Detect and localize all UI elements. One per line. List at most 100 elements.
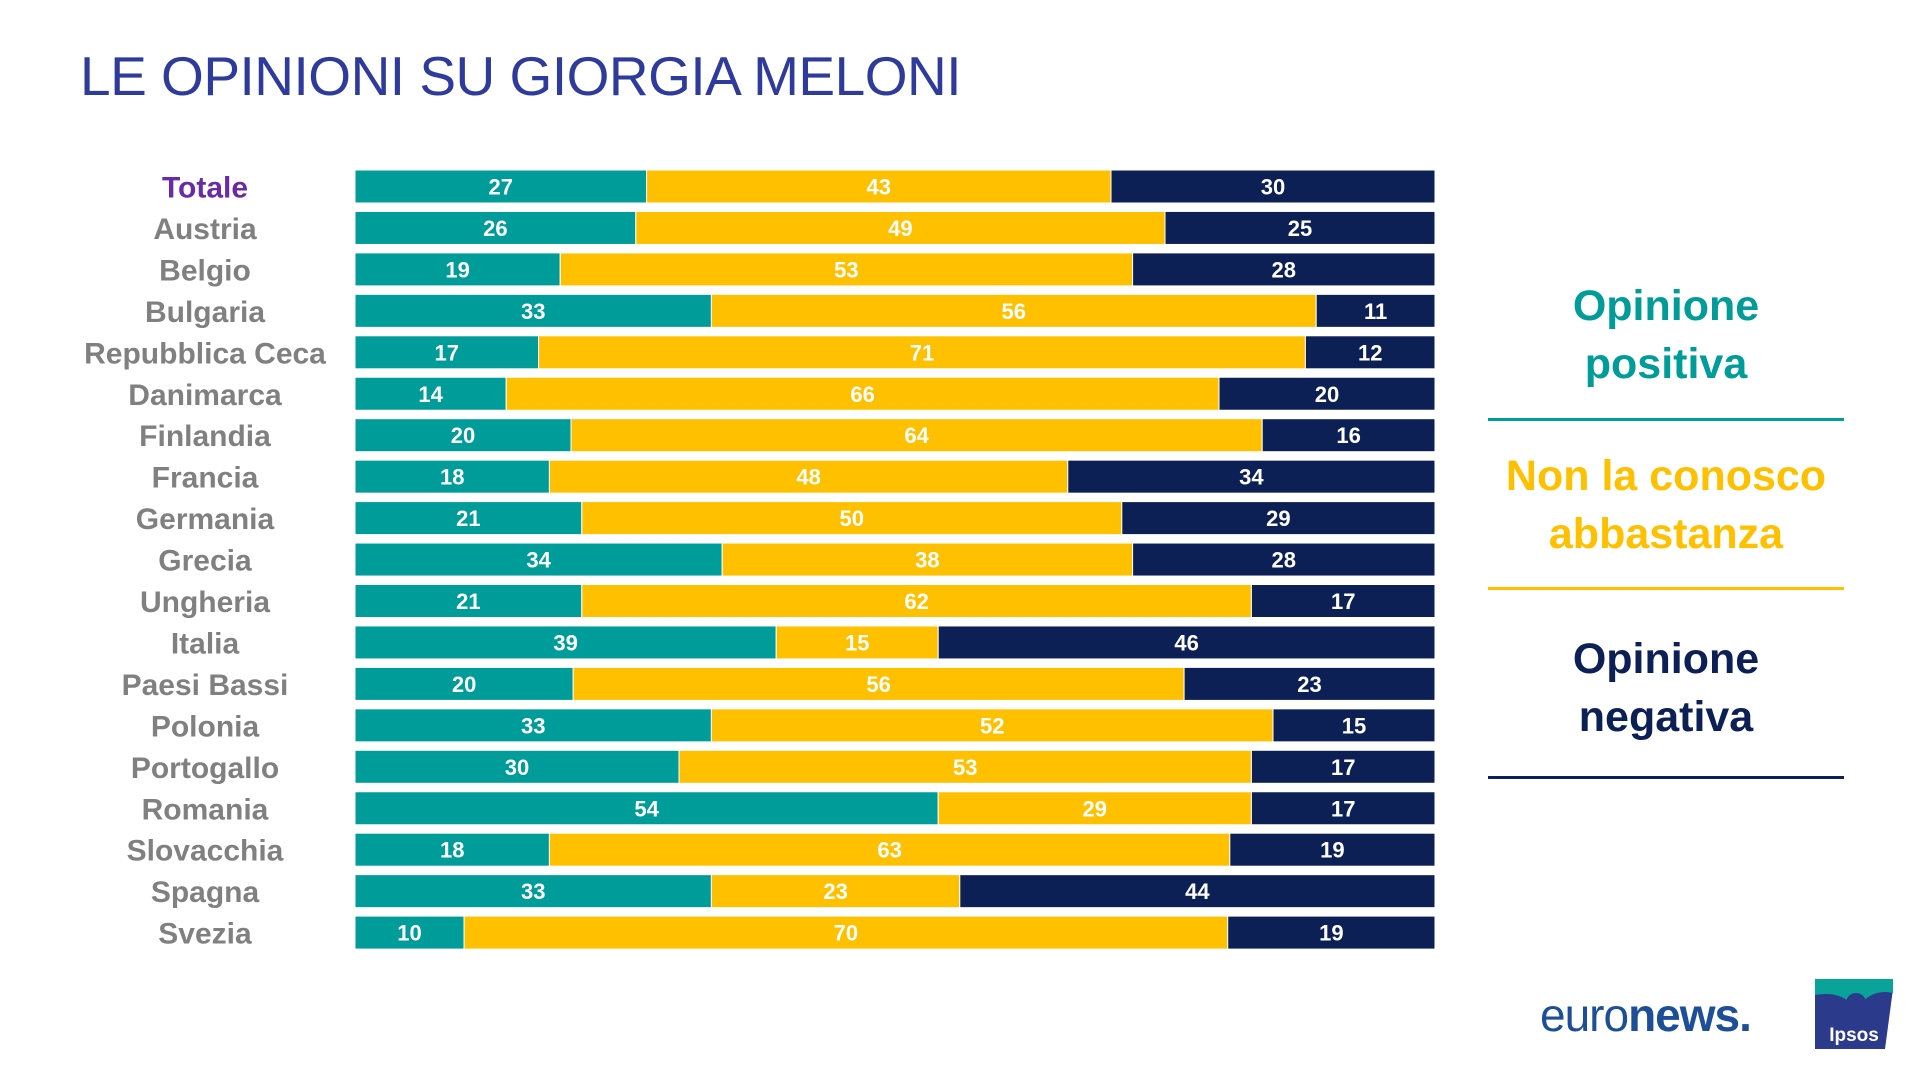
category-label-finlandia: Finlandia xyxy=(139,420,271,453)
bar-germania-series-2 xyxy=(1121,501,1436,536)
value-label-bulgaria-series-2: 11 xyxy=(1364,299,1387,324)
value-label-finlandia-series-1: 64 xyxy=(904,423,929,448)
category-label-grecia: Grecia xyxy=(158,545,252,578)
value-label-spagna-series-1: 23 xyxy=(823,879,847,904)
bar-totale-series-2 xyxy=(1110,169,1436,204)
bar-totale-series-0 xyxy=(354,169,648,204)
category-labels: Totale Austria Belgio Bulgaria Repubblica Ce… xyxy=(84,172,326,951)
value-label-ungheria-series-1: 62 xyxy=(904,589,928,614)
category-label-slovacchia: Slovacchia xyxy=(127,835,284,868)
bar-repubblica-ceca-series-0 xyxy=(354,335,540,370)
value-label-danimarca-series-1: 66 xyxy=(850,382,874,407)
bar-slovacchia-series-2 xyxy=(1229,832,1436,867)
value-label-bulgaria-series-0: 33 xyxy=(521,299,545,324)
bar-romania-series-1 xyxy=(937,791,1252,826)
bar-danimarca-series-1 xyxy=(505,376,1220,411)
value-label-danimarca-series-2: 20 xyxy=(1315,382,1339,407)
bar-danimarca-series-2 xyxy=(1218,376,1436,411)
bar-repubblica-ceca-series-2 xyxy=(1304,335,1436,370)
category-label-ungheria: Ungheria xyxy=(140,586,270,619)
bar-finlandia-series-1 xyxy=(570,418,1263,453)
value-label-totale-series-0: 27 xyxy=(489,175,513,200)
category-label-portogallo: Portogallo xyxy=(131,752,279,785)
value-label-romania-series-0: 54 xyxy=(634,796,659,821)
legend-positive: Opinione positiva xyxy=(1486,277,1846,393)
bar-ungheria-series-2 xyxy=(1250,584,1436,618)
value-label-ungheria-series-2: 17 xyxy=(1331,589,1355,614)
ipsos-logo: Ipsos xyxy=(1815,979,1893,1049)
legend-divider-negative xyxy=(1488,776,1844,779)
category-label-germania: Germania xyxy=(136,503,275,536)
category-label-repubblica-ceca: Repubblica Ceca xyxy=(84,337,326,370)
value-label-italia-series-0: 39 xyxy=(553,630,577,655)
value-label-danimarca-series-0: 14 xyxy=(418,382,443,407)
value-label-spagna-series-2: 44 xyxy=(1185,879,1210,904)
value-label-francia-series-0: 18 xyxy=(440,465,464,490)
value-label-belgio-series-1: 53 xyxy=(834,257,858,282)
bar-grecia-series-2 xyxy=(1132,542,1436,577)
category-label-francia: Francia xyxy=(152,462,259,495)
value-label-finlandia-series-2: 16 xyxy=(1336,423,1360,448)
legend-unknown-line-2: abbastanza xyxy=(1548,510,1784,558)
value-label-portogallo-series-0: 30 xyxy=(505,755,529,780)
data-labels: 27 43 30 26 49 25 19 53 28 33 56 11 17 71 12 14 66 20 20 64… xyxy=(397,175,1387,946)
category-label-totale: Totale xyxy=(162,172,248,205)
value-label-ungheria-series-0: 21 xyxy=(456,589,480,614)
value-label-italia-series-1: 15 xyxy=(845,630,869,655)
bar-finlandia-series-2 xyxy=(1261,418,1436,453)
category-label-italia: Italia xyxy=(171,627,240,660)
legend-positive-line-1: Opinione xyxy=(1572,282,1760,330)
category-label-paesi-bassi: Paesi Bassi xyxy=(122,669,289,702)
bar-francia-series-0 xyxy=(354,459,550,494)
value-label-slovacchia-series-0: 18 xyxy=(440,838,464,863)
bar-slovacchia-series-1 xyxy=(548,832,1231,867)
value-label-romania-series-2: 17 xyxy=(1331,796,1355,821)
category-label-danimarca: Danimarca xyxy=(128,379,282,412)
legend-negative: Opinione negativa xyxy=(1486,630,1846,746)
value-label-belgio-series-0: 19 xyxy=(445,257,469,282)
value-label-germania-series-1: 50 xyxy=(840,506,864,531)
legend-divider-unknown xyxy=(1488,587,1844,590)
bar-polonia-series-1 xyxy=(710,708,1274,743)
bar-romania-series-2 xyxy=(1250,791,1436,826)
bar-finlandia-series-0 xyxy=(354,418,572,453)
value-label-svezia-series-2: 19 xyxy=(1319,921,1343,946)
page-title: LE OPINIONI SU GIORGIA MELONI xyxy=(80,45,961,107)
bar-romania-series-0 xyxy=(354,791,939,826)
bar-francia-series-1 xyxy=(548,459,1069,494)
bar-svezia-series-2 xyxy=(1227,915,1436,950)
bar-portogallo-series-2 xyxy=(1250,749,1436,784)
bar-italia-series-1 xyxy=(775,625,939,660)
value-label-paesi-bassi-series-0: 20 xyxy=(452,672,476,697)
ipsos-logo-bg xyxy=(1815,979,1893,1049)
bar-portogallo-series-1 xyxy=(678,749,1252,784)
bars xyxy=(354,169,1436,950)
value-label-francia-series-1: 48 xyxy=(796,465,820,490)
value-label-germania-series-0: 21 xyxy=(456,506,480,531)
legend-negative-line-1: Opinione xyxy=(1572,635,1760,683)
value-label-spagna-series-0: 33 xyxy=(521,879,545,904)
bar-spagna-series-0 xyxy=(354,874,712,909)
bar-paesi-bassi-series-1 xyxy=(572,666,1185,701)
legend-unknown: Non la conosco abbastanza xyxy=(1486,447,1846,563)
bar-bulgaria-series-2 xyxy=(1315,293,1436,328)
bar-francia-series-2 xyxy=(1067,459,1436,494)
value-label-grecia-series-1: 38 xyxy=(915,548,939,573)
bar-svezia-series-1 xyxy=(463,915,1229,950)
bar-totale-series-1 xyxy=(646,169,1112,204)
value-label-austria-series-1: 49 xyxy=(888,216,912,241)
value-label-slovacchia-series-1: 63 xyxy=(877,838,901,863)
value-label-finlandia-series-0: 20 xyxy=(451,423,475,448)
value-label-polonia-series-0: 33 xyxy=(521,713,545,738)
value-label-totale-series-2: 30 xyxy=(1261,175,1285,200)
value-label-grecia-series-0: 34 xyxy=(526,548,551,573)
ipsos-logo-head xyxy=(1846,993,1866,1013)
value-label-bulgaria-series-1: 56 xyxy=(1002,299,1026,324)
value-label-svezia-series-0: 10 xyxy=(397,921,421,946)
value-label-paesi-bassi-series-2: 23 xyxy=(1297,672,1321,697)
bar-ungheria-series-0 xyxy=(354,584,583,618)
value-label-polonia-series-2: 15 xyxy=(1342,713,1366,738)
bar-portogallo-series-0 xyxy=(354,749,680,784)
bar-danimarca-series-0 xyxy=(354,376,507,411)
value-label-austria-series-0: 26 xyxy=(483,216,507,241)
